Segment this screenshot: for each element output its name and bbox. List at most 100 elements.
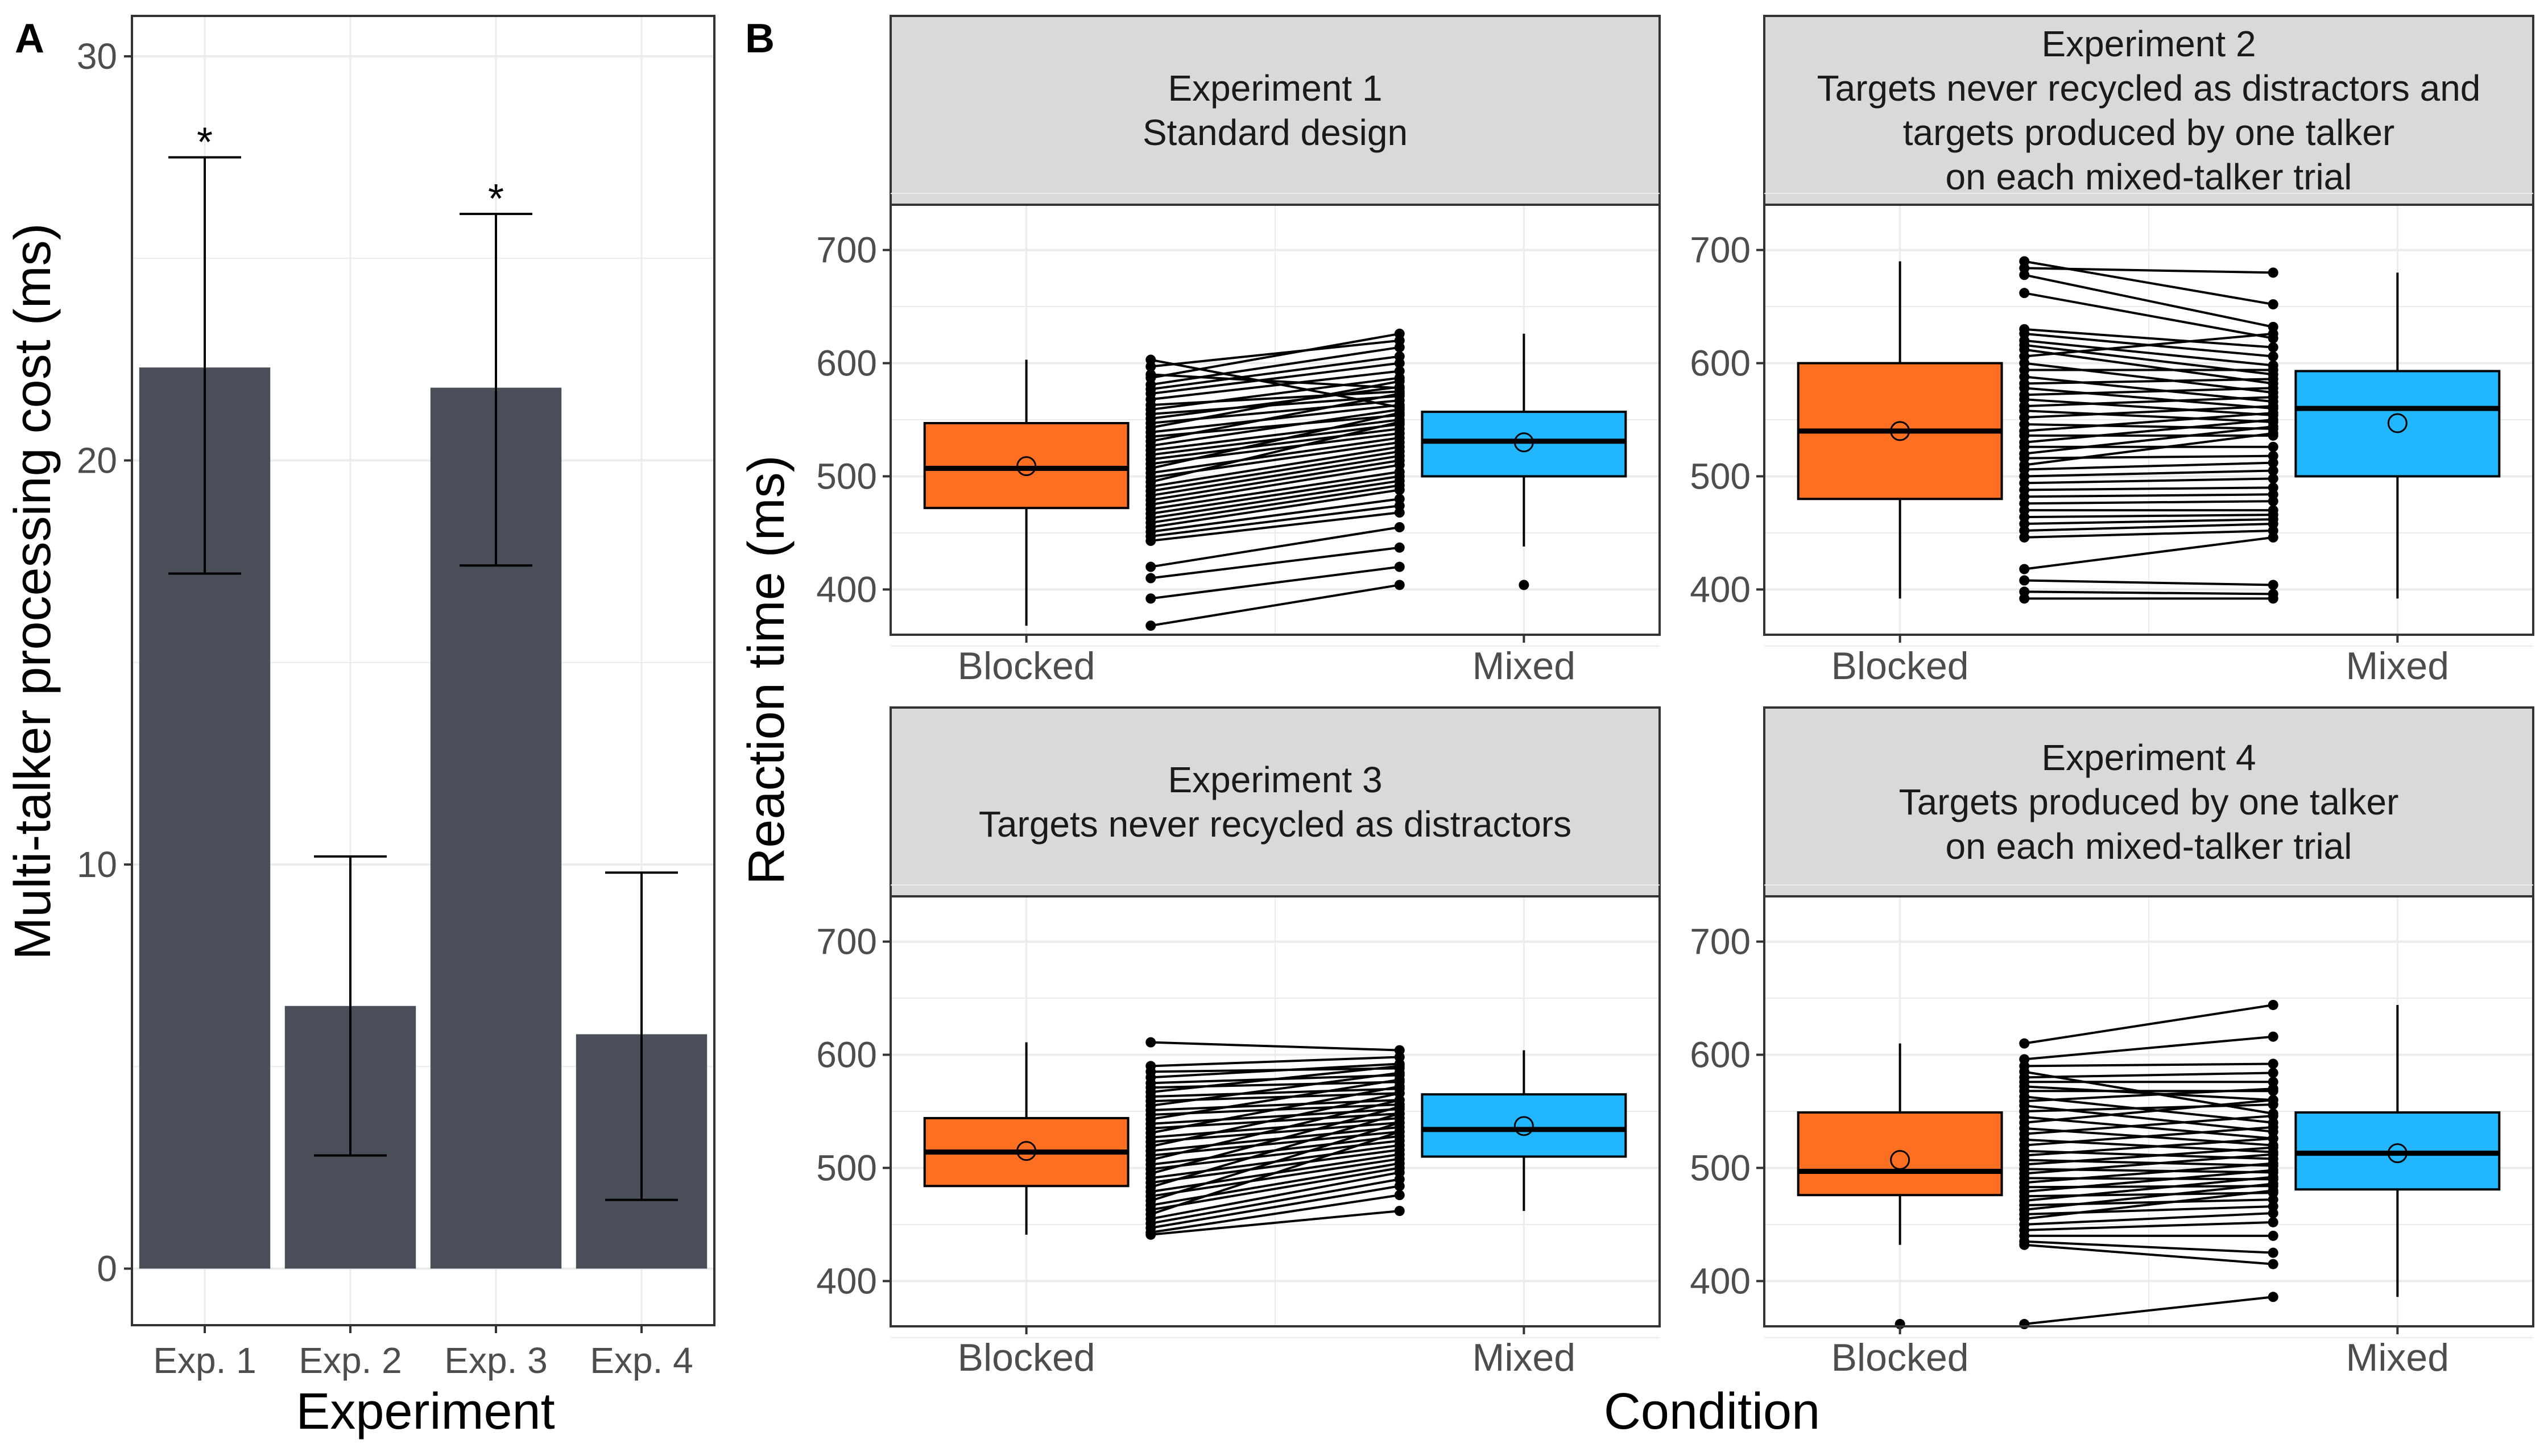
paired-point-mixed bbox=[1394, 485, 1405, 495]
paired-line bbox=[1151, 419, 1400, 452]
plot-frame bbox=[890, 895, 1661, 1327]
mixed-box bbox=[2294, 370, 2501, 478]
paired-line bbox=[1150, 421, 1400, 483]
paired-point-blocked bbox=[1145, 593, 1156, 604]
paired-point-mixed bbox=[2268, 374, 2278, 384]
y-tick-label: 0 bbox=[97, 1248, 117, 1289]
y-tick-label: 500 bbox=[1690, 1147, 1751, 1188]
plot-frame bbox=[1763, 204, 2534, 636]
paired-point-blocked bbox=[2019, 1319, 2030, 1330]
paired-point-mixed bbox=[1394, 376, 1405, 387]
facet-title-line: Experiment 2 bbox=[2041, 23, 2256, 64]
paired-line bbox=[2024, 1099, 2273, 1124]
paired-line bbox=[2024, 292, 2274, 340]
paired-line bbox=[2024, 348, 2274, 385]
blocked-mean-marker bbox=[1890, 1150, 1910, 1170]
paired-line bbox=[1151, 511, 1400, 542]
paired-line bbox=[2024, 1169, 2273, 1193]
paired-point-mixed bbox=[2268, 1068, 2278, 1078]
paired-line bbox=[2024, 454, 2273, 460]
y-tick-label: 400 bbox=[816, 1260, 877, 1301]
paired-line bbox=[1150, 1178, 1400, 1225]
paired-line bbox=[1150, 1130, 1400, 1215]
paired-point-blocked bbox=[2019, 270, 2030, 280]
x-tick-label: Mixed bbox=[2346, 1336, 2449, 1379]
mixed-box bbox=[1421, 1093, 1627, 1158]
x-tick-label: Mixed bbox=[2346, 644, 2449, 688]
x-tick-label: Mixed bbox=[1472, 644, 1575, 688]
paired-point-mixed bbox=[2268, 532, 2278, 543]
paired-point-blocked bbox=[1145, 1229, 1156, 1240]
facet-title-line: Targets produced by one talker bbox=[1899, 781, 2399, 822]
plot-frame bbox=[131, 15, 715, 1326]
paired-point-blocked bbox=[2019, 1038, 2030, 1049]
paired-line bbox=[2024, 425, 2273, 455]
paired-point-mixed bbox=[2268, 1292, 2278, 1302]
x-tick-label: Blocked bbox=[958, 644, 1095, 688]
paired-point-mixed bbox=[2268, 1133, 2278, 1144]
panel-label-a: A bbox=[15, 16, 44, 61]
paired-point-mixed bbox=[2268, 299, 2278, 310]
paired-line bbox=[2024, 1153, 2273, 1175]
paired-point-mixed bbox=[2268, 580, 2278, 590]
paired-line bbox=[1150, 1085, 1400, 1134]
paired-line bbox=[2024, 1137, 2273, 1157]
paired-point-mixed bbox=[1394, 388, 1405, 399]
paired-line bbox=[1150, 436, 1400, 474]
paired-line bbox=[2024, 1212, 2273, 1226]
mixed-mean-marker bbox=[2387, 1143, 2408, 1164]
facet-title-line: Standard design bbox=[1143, 112, 1408, 153]
y-tick-label: 400 bbox=[1690, 1260, 1751, 1301]
paired-line bbox=[2024, 332, 2273, 358]
paired-line bbox=[1150, 1112, 1400, 1189]
paired-point-mixed bbox=[2268, 1110, 2278, 1121]
paired-line bbox=[1151, 370, 1400, 401]
mixed-mean-marker bbox=[2387, 413, 2408, 433]
paired-line bbox=[1151, 390, 1400, 407]
paired-point-mixed bbox=[2268, 593, 2278, 604]
paired-line bbox=[2024, 523, 2273, 532]
paired-line bbox=[2024, 493, 2273, 498]
plot-frame bbox=[1763, 895, 2534, 1327]
paired-line bbox=[2024, 1182, 2273, 1211]
panel-b-y-axis-title: Reaction time (ms) bbox=[738, 455, 795, 884]
paired-line bbox=[1151, 373, 1400, 390]
paired-line bbox=[1150, 1162, 1400, 1207]
paired-point-mixed bbox=[1394, 408, 1405, 419]
paired-line bbox=[2024, 500, 2273, 505]
y-tick-label: 20 bbox=[77, 440, 117, 481]
paired-line bbox=[2024, 1115, 2273, 1140]
panel-label-b: B bbox=[745, 16, 775, 61]
paired-point-mixed bbox=[2268, 1083, 2278, 1094]
x-tick-label: Exp. 3 bbox=[444, 1340, 547, 1381]
paired-point-mixed bbox=[1394, 416, 1405, 427]
paired-line bbox=[2024, 387, 2273, 410]
facet-strip bbox=[1763, 706, 2534, 897]
paired-point-mixed bbox=[2268, 1149, 2278, 1160]
paired-point-mixed bbox=[2268, 999, 2278, 1010]
paired-point-mixed bbox=[1394, 1126, 1405, 1137]
paired-point-mixed bbox=[2268, 1208, 2278, 1219]
paired-line bbox=[2024, 405, 2273, 419]
paired-line bbox=[2024, 1085, 2273, 1102]
paired-line bbox=[1150, 346, 1400, 386]
facet-title-line: on each mixed-talker trial bbox=[1946, 156, 2352, 197]
paired-line bbox=[1150, 484, 1400, 524]
paired-line bbox=[1150, 526, 1400, 568]
paired-line bbox=[2024, 339, 2273, 367]
paired-line bbox=[1151, 362, 1400, 395]
paired-point-mixed bbox=[2268, 267, 2278, 278]
paired-point-blocked bbox=[1145, 535, 1156, 546]
paired-line bbox=[2024, 432, 2274, 466]
y-tick-label: 400 bbox=[1690, 569, 1751, 610]
facet-strip bbox=[890, 15, 1661, 206]
paired-line bbox=[1150, 565, 1400, 600]
paired-point-mixed bbox=[2268, 351, 2278, 362]
paired-line bbox=[1150, 1194, 1400, 1234]
paired-point-mixed bbox=[2268, 1058, 2278, 1069]
paired-line bbox=[1150, 1185, 1400, 1229]
paired-point-blocked bbox=[1145, 361, 1156, 372]
x-tick-label: Mixed bbox=[1472, 1336, 1575, 1379]
paired-point-mixed bbox=[2268, 1185, 2278, 1196]
paired-line bbox=[2024, 1114, 2273, 1135]
